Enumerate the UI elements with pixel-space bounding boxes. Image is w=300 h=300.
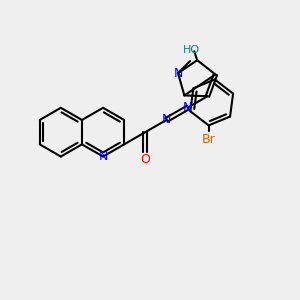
Text: N: N (162, 113, 171, 127)
Text: N: N (183, 101, 192, 114)
Text: N: N (98, 150, 108, 163)
Text: N: N (173, 67, 183, 80)
Text: Br: Br (202, 133, 215, 146)
Text: O: O (140, 153, 150, 166)
Text: HO: HO (183, 45, 200, 55)
